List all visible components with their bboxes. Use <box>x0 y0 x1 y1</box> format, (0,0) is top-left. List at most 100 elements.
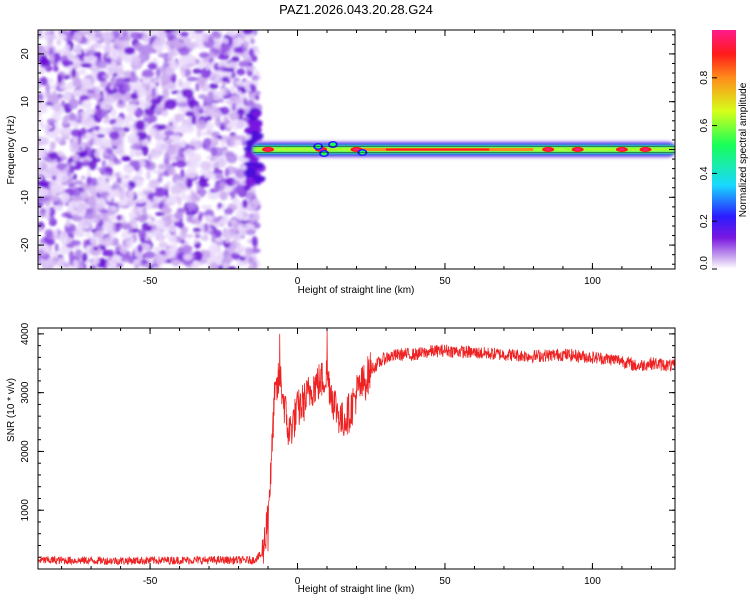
noise-blob <box>174 134 181 142</box>
noise-blob <box>209 33 222 39</box>
noise-blob <box>63 262 70 268</box>
noise-blob <box>127 133 139 144</box>
noise-blob <box>72 196 84 202</box>
noise-blob <box>225 255 232 266</box>
noise-blob <box>251 236 258 246</box>
noise-blob <box>165 124 174 131</box>
noise-blob <box>132 232 137 239</box>
x-tick-label: 0 <box>295 576 301 587</box>
noise-blob <box>210 146 218 157</box>
noise-blob <box>223 207 234 215</box>
noise-blob <box>134 80 144 92</box>
snr-series-line <box>38 330 675 566</box>
noise-blob <box>152 203 160 209</box>
noise-blob <box>72 173 77 181</box>
noise-blob <box>115 77 127 85</box>
noise-blob <box>141 259 148 264</box>
snr-y-label: SNR (10 * v/v) <box>6 378 17 442</box>
noise-blob <box>38 187 49 197</box>
noise-blob <box>49 30 55 36</box>
noise-blob <box>105 161 115 168</box>
noise-blob <box>94 203 102 212</box>
y-tick-label: -10 <box>20 190 31 205</box>
noise-blob <box>187 161 200 169</box>
noise-blob <box>199 187 206 198</box>
noise-blob <box>192 68 202 74</box>
noise-blob <box>129 83 134 90</box>
noise-blob <box>78 68 87 75</box>
noise-blob <box>141 69 154 78</box>
noise-blob <box>229 118 237 128</box>
noise-blob <box>77 212 87 217</box>
noise-blob <box>185 234 194 239</box>
noise-blob <box>144 102 151 109</box>
noise-blob <box>48 95 60 104</box>
noise-blob <box>71 89 83 96</box>
noise-blob <box>116 47 124 54</box>
noise-blob <box>108 214 117 222</box>
noise-blob <box>214 40 221 50</box>
noise-blob <box>144 162 152 168</box>
noise-blob <box>63 44 71 53</box>
noise-blob <box>60 192 70 204</box>
noise-blob <box>180 168 185 178</box>
colorbar-tick-label: 0.4 <box>699 166 710 180</box>
noise-blob <box>73 122 79 131</box>
noise-blob <box>166 82 178 91</box>
noise-blob <box>100 101 112 111</box>
noise-blob <box>186 76 199 82</box>
noise-blob <box>70 161 76 167</box>
noise-blob <box>202 249 211 259</box>
noise-blob <box>139 98 146 110</box>
noise-blob <box>150 97 161 105</box>
noise-blob <box>116 214 122 221</box>
noise-blob <box>185 211 196 216</box>
noise-blob <box>129 148 136 159</box>
noise-blob <box>215 173 224 180</box>
noise-blob <box>228 112 240 121</box>
noise-blob <box>49 215 55 225</box>
noise-blob <box>102 236 114 247</box>
x-tick-label: 100 <box>584 276 601 287</box>
noise-blob <box>148 179 160 189</box>
noise-blob <box>104 165 112 174</box>
noise-blob <box>115 68 125 76</box>
noise-blob <box>146 199 152 205</box>
noise-blob <box>126 113 134 122</box>
noise-blob <box>113 39 126 48</box>
noise-blob <box>186 55 195 64</box>
noise-blob <box>148 114 157 123</box>
noise-blob <box>206 129 213 136</box>
noise-blob <box>96 133 106 138</box>
noise-blob <box>81 100 92 109</box>
noise-blob <box>195 82 200 92</box>
noise-blob <box>191 114 197 125</box>
noise-blob <box>66 243 74 248</box>
noise-blob <box>96 70 108 82</box>
noise-blob <box>122 174 131 180</box>
noise-blob <box>126 199 135 207</box>
noise-blob <box>187 42 199 50</box>
noise-blob <box>181 88 194 99</box>
noise-blob <box>171 161 177 168</box>
noise-blob <box>45 83 51 94</box>
noise-blob <box>149 30 157 37</box>
noise-blob <box>151 169 164 174</box>
noise-blob <box>70 240 81 246</box>
noise-blob <box>129 190 135 201</box>
noise-blob <box>78 263 85 269</box>
noise-blob <box>146 134 152 142</box>
noise-blob <box>219 184 224 191</box>
noise-blob <box>75 160 82 170</box>
noise-blob <box>45 91 52 98</box>
noise-blob <box>103 44 115 53</box>
noise-blob <box>57 74 62 84</box>
noise-blob <box>245 229 256 236</box>
noise-blob <box>230 253 241 260</box>
noise-blob <box>212 137 220 143</box>
noise-blob <box>141 145 149 157</box>
noise-blob <box>101 137 110 148</box>
noise-blob <box>230 135 242 140</box>
noise-blob <box>111 189 120 198</box>
noise-blob <box>109 83 114 90</box>
